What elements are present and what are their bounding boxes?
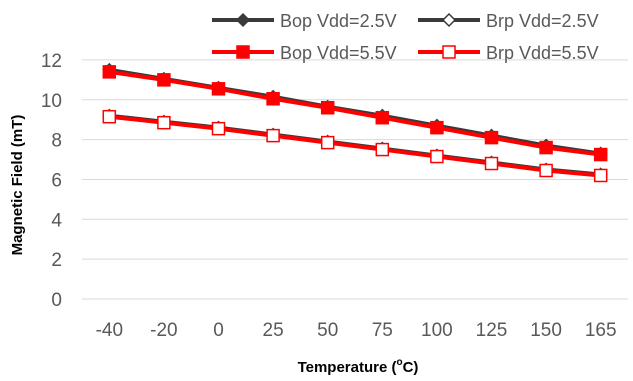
legend-marker	[235, 12, 251, 28]
x-tick-label: 75	[372, 320, 393, 341]
data-point	[539, 140, 553, 155]
x-tick-label: 100	[421, 320, 453, 341]
y-tick-label: 8	[51, 131, 62, 152]
legend-label: Bop Vdd=5.5V	[280, 43, 397, 63]
series-lines	[102, 62, 608, 183]
legend: Bop Vdd=2.5V Brp Vdd=2.5V Bop Vdd=5.5V Brp …	[212, 11, 599, 63]
x-axis-ticks: -40 -20 0 25 50 75 100 125 150 165	[96, 320, 617, 341]
data-point	[102, 109, 117, 124]
legend-label: Bop Vdd=2.5V	[280, 11, 397, 31]
legend-marker	[236, 45, 250, 59]
data-point	[211, 82, 226, 96]
legend-entry: Bop Vdd=2.5V	[212, 11, 397, 31]
y-tick-label: 6	[51, 170, 62, 191]
x-tick-label: -40	[96, 320, 123, 341]
data-point	[157, 73, 171, 87]
legend-entry: Brp Vdd=5.5V	[418, 43, 599, 63]
x-axis-title: Temperature (oC)	[298, 357, 419, 376]
data-point	[266, 92, 280, 106]
x-tick-label: 150	[530, 320, 562, 341]
y-tick-label: 10	[41, 91, 62, 112]
legend-marker	[442, 45, 456, 59]
x-tick-label: 125	[476, 320, 508, 341]
series-bop-vdd-5-5v	[102, 65, 608, 162]
legend-entry: Bop Vdd=5.5V	[212, 43, 397, 63]
x-tick-label: 0	[213, 320, 224, 341]
x-tick-label: 25	[263, 320, 284, 341]
data-point	[320, 100, 335, 115]
data-point	[430, 149, 444, 164]
data-point	[157, 115, 171, 130]
data-point	[320, 135, 335, 150]
legend-marker	[441, 12, 457, 28]
y-tick-label: 12	[41, 51, 62, 72]
data-point	[375, 142, 390, 157]
gridlines	[82, 59, 628, 300]
legend-label: Brp Vdd=5.5V	[486, 43, 599, 63]
data-point	[211, 121, 226, 136]
series-brp-vdd-5-5v	[102, 109, 608, 183]
x-tick-label: -20	[150, 320, 177, 341]
x-tick-label: 165	[585, 320, 617, 341]
data-point	[266, 128, 280, 143]
y-axis-title: Magnetic Field (mT)	[9, 115, 26, 256]
data-point	[430, 120, 444, 135]
data-point	[375, 110, 390, 125]
data-point	[539, 163, 553, 178]
legend-entry: Brp Vdd=2.5V	[418, 11, 599, 31]
data-point	[102, 65, 117, 79]
y-tick-label: 4	[51, 210, 62, 231]
y-axis-ticks: 0 2 4 6 8 10 12	[41, 51, 63, 311]
series-line	[109, 69, 601, 157]
series-line	[109, 114, 601, 178]
data-point	[593, 168, 608, 183]
data-point	[484, 156, 499, 171]
y-tick-label: 0	[51, 290, 62, 311]
data-point	[593, 147, 608, 162]
y-tick-label: 2	[51, 250, 62, 271]
legend-label: Brp Vdd=2.5V	[486, 11, 599, 31]
x-tick-label: 50	[317, 320, 338, 341]
data-point	[484, 130, 499, 145]
